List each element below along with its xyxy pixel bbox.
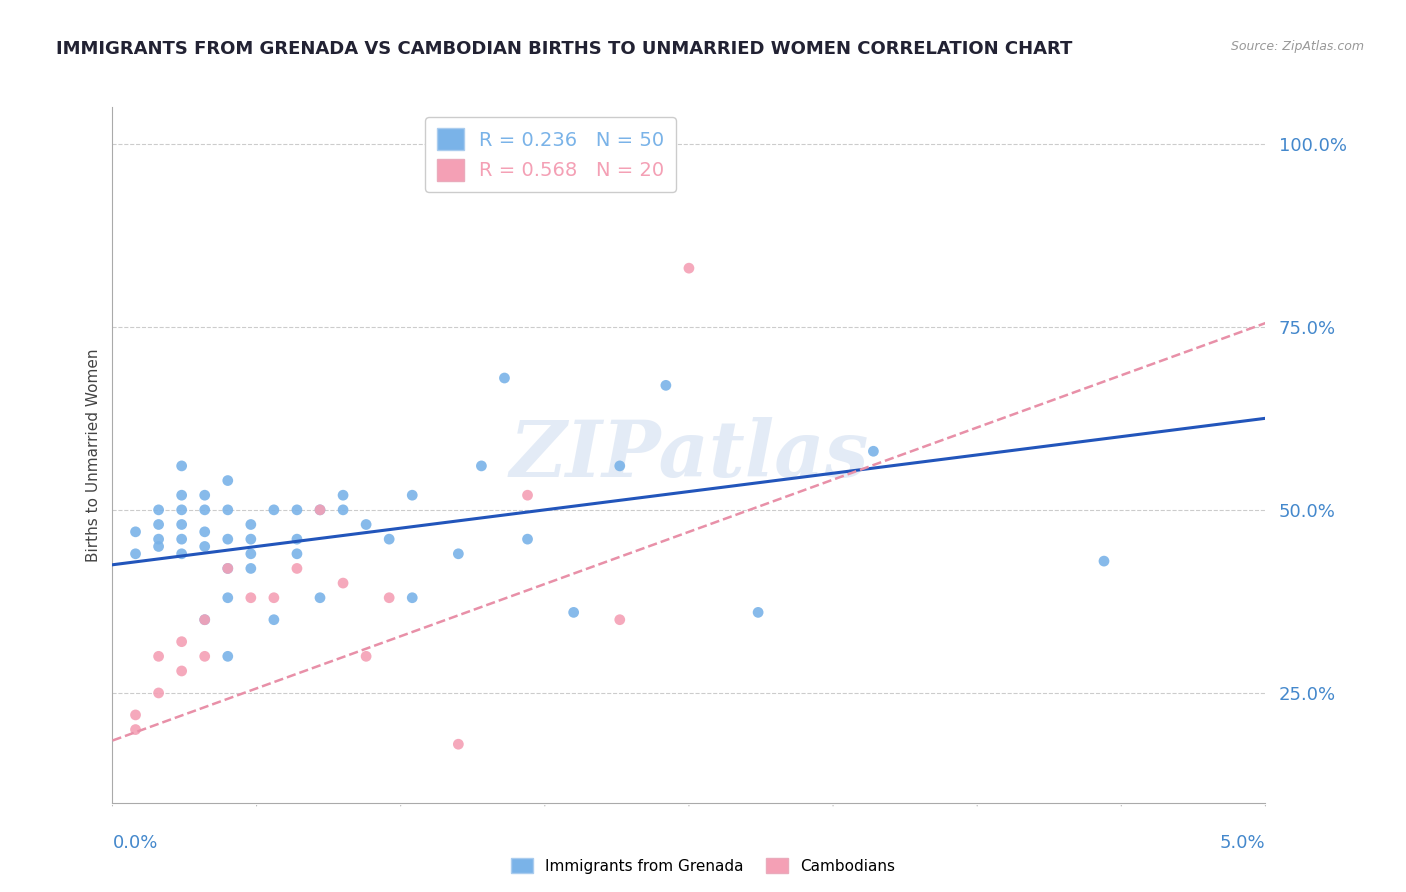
Legend: R = 0.236   N = 50, R = 0.568   N = 20: R = 0.236 N = 50, R = 0.568 N = 20 — [425, 117, 676, 192]
Point — [516, 488, 538, 502]
Point — [217, 532, 239, 546]
Point — [609, 458, 631, 473]
Point — [239, 561, 262, 575]
Point — [263, 591, 285, 605]
Text: 0.0%: 0.0% — [112, 834, 157, 852]
Point — [285, 547, 308, 561]
Point — [217, 474, 239, 488]
Point — [263, 503, 285, 517]
Point — [401, 488, 423, 502]
Point — [678, 261, 700, 276]
Point — [170, 488, 193, 502]
Point — [148, 503, 170, 517]
Point — [148, 649, 170, 664]
Point — [354, 517, 377, 532]
Point — [148, 540, 170, 554]
Point — [309, 503, 332, 517]
Point — [124, 524, 146, 539]
Point — [516, 532, 538, 546]
Point — [285, 532, 308, 546]
Point — [447, 737, 470, 751]
Point — [148, 686, 170, 700]
Point — [170, 458, 193, 473]
Point — [170, 517, 193, 532]
Point — [332, 576, 354, 591]
Point — [470, 458, 492, 473]
Point — [194, 613, 217, 627]
Point — [609, 613, 631, 627]
Point — [239, 517, 262, 532]
Point — [239, 547, 262, 561]
Point — [194, 488, 217, 502]
Point — [239, 591, 262, 605]
Point — [309, 591, 332, 605]
Point — [354, 649, 377, 664]
Legend: Immigrants from Grenada, Cambodians: Immigrants from Grenada, Cambodians — [505, 852, 901, 880]
Point — [217, 561, 239, 575]
Point — [170, 503, 193, 517]
Point — [217, 561, 239, 575]
Point — [194, 649, 217, 664]
Point — [747, 606, 769, 620]
Point — [862, 444, 884, 458]
Point — [378, 591, 401, 605]
Text: Source: ZipAtlas.com: Source: ZipAtlas.com — [1230, 40, 1364, 54]
Point — [194, 524, 217, 539]
Point — [124, 547, 146, 561]
Point — [332, 503, 354, 517]
Text: 5.0%: 5.0% — [1220, 834, 1265, 852]
Point — [263, 613, 285, 627]
Point — [332, 488, 354, 502]
Y-axis label: Births to Unmarried Women: Births to Unmarried Women — [86, 348, 101, 562]
Point — [285, 503, 308, 517]
Text: ZIPatlas: ZIPatlas — [509, 417, 869, 493]
Point — [194, 540, 217, 554]
Point — [239, 532, 262, 546]
Point — [148, 517, 170, 532]
Point — [194, 613, 217, 627]
Point — [309, 503, 332, 517]
Point — [378, 532, 401, 546]
Point — [170, 547, 193, 561]
Text: IMMIGRANTS FROM GRENADA VS CAMBODIAN BIRTHS TO UNMARRIED WOMEN CORRELATION CHART: IMMIGRANTS FROM GRENADA VS CAMBODIAN BIR… — [56, 40, 1073, 58]
Point — [124, 707, 146, 722]
Point — [170, 532, 193, 546]
Point — [1092, 554, 1115, 568]
Point — [170, 634, 193, 648]
Point — [217, 591, 239, 605]
Point — [148, 532, 170, 546]
Point — [217, 503, 239, 517]
Point — [217, 649, 239, 664]
Point — [562, 606, 585, 620]
Point — [447, 547, 470, 561]
Point — [494, 371, 516, 385]
Point — [285, 561, 308, 575]
Point — [170, 664, 193, 678]
Point — [194, 503, 217, 517]
Point — [655, 378, 678, 392]
Point — [124, 723, 146, 737]
Point — [401, 591, 423, 605]
